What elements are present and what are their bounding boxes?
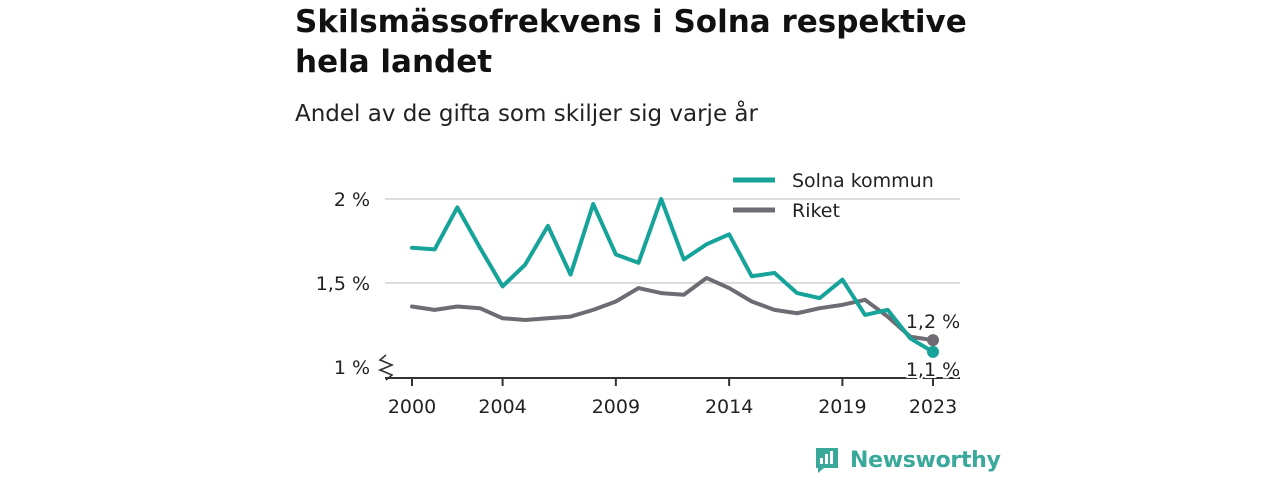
legend: Solna kommun Riket <box>733 170 934 222</box>
x-tick-label: 2009 <box>592 396 640 418</box>
series-line-solna <box>410 197 935 354</box>
y-tick-label: 2 % <box>334 189 370 211</box>
end-labels: 1,2 % 1,1 % <box>904 311 962 383</box>
brand-logo: Newsworthy <box>814 446 1001 474</box>
x-tick-label: 2023 <box>909 396 957 418</box>
x-tick-label: 2014 <box>705 396 753 418</box>
newsworthy-logo-icon <box>816 448 838 473</box>
x-tick-label: 2004 <box>478 396 526 418</box>
gridlines <box>385 198 960 284</box>
end-point-riket <box>927 334 939 347</box>
chart-subtitle: Andel av de gifta som skiljer sig varje … <box>295 101 758 127</box>
brand-name: Newsworthy <box>850 447 1001 473</box>
x-tick-label: 2019 <box>818 396 866 418</box>
y-tick-label: 1,5 % <box>316 273 370 295</box>
series-line-riket <box>410 275 935 343</box>
series-lines <box>410 197 939 358</box>
axis-break-icon <box>377 354 395 381</box>
end-label-riket: 1,2 % <box>906 311 960 333</box>
chart-title: Skilsmässofrekvens i Solna respektive he… <box>295 4 967 80</box>
end-label-solna: 1,1 % <box>906 359 960 381</box>
legend-label: Riket <box>792 200 840 222</box>
x-tick-label: 2000 <box>388 396 436 418</box>
end-point-solna <box>927 345 939 358</box>
axes: 1 % 1,5 % 2 % 2000 2004 2009 2014 2019 2023 <box>316 189 960 418</box>
y-tick-label: 1 % <box>334 357 370 379</box>
legend-label: Solna kommun <box>792 170 934 192</box>
